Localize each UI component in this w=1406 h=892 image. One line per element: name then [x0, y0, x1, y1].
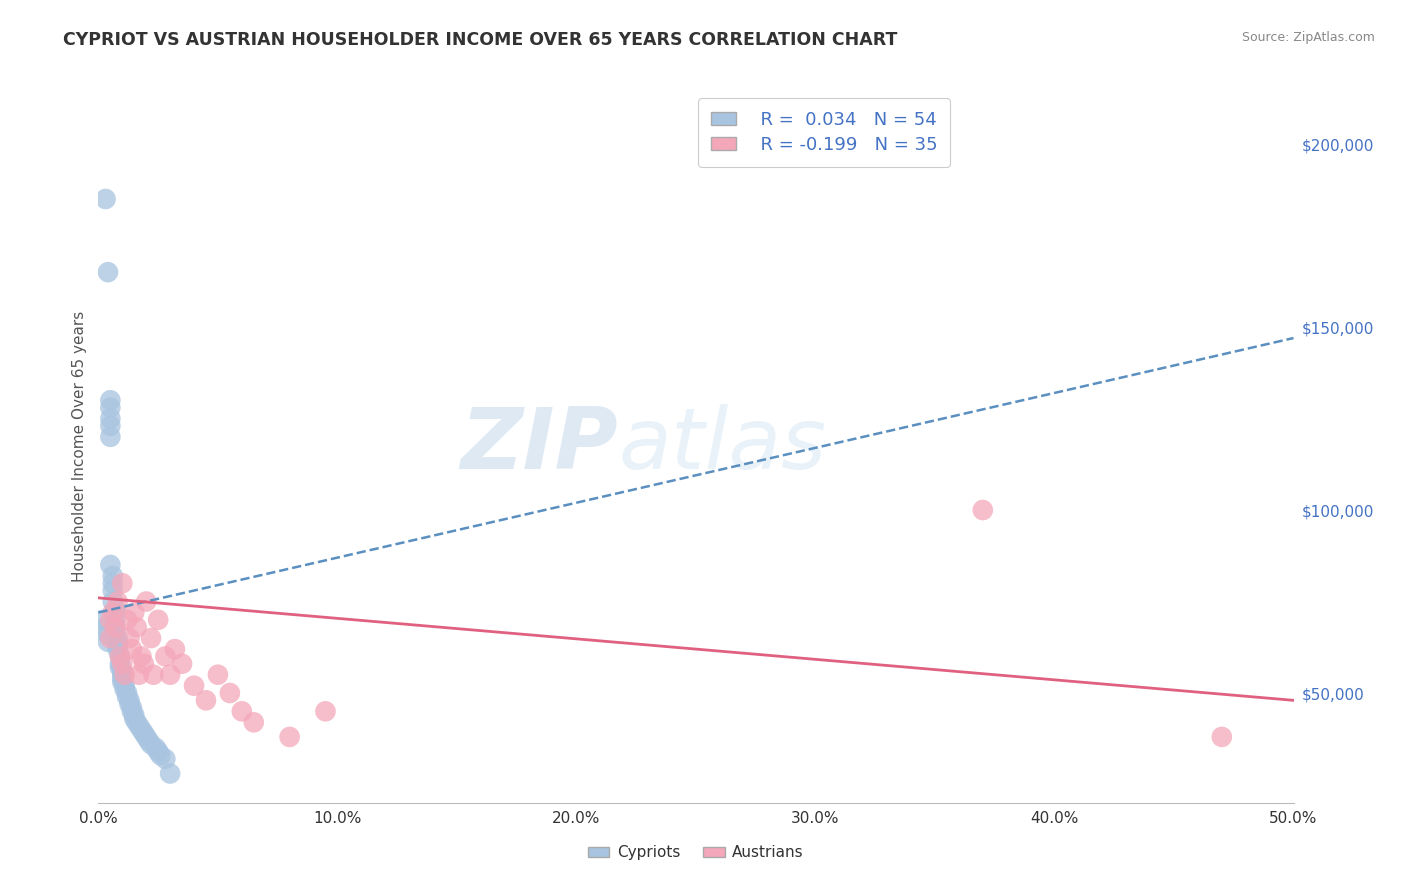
Y-axis label: Householder Income Over 65 years: Householder Income Over 65 years: [72, 310, 87, 582]
Point: [101, 606, 124, 620]
Point: [101, 569, 124, 583]
Point: [278, 730, 301, 744]
Point: [98, 393, 122, 408]
Point: [148, 745, 170, 759]
Point: [128, 719, 150, 733]
Point: [115, 613, 138, 627]
Point: [139, 737, 162, 751]
Point: [1211, 730, 1233, 744]
Point: [104, 606, 127, 620]
Point: [108, 649, 131, 664]
Point: [94, 192, 117, 206]
Point: [111, 675, 134, 690]
Point: [91, 613, 114, 627]
Point: [128, 667, 150, 681]
Point: [97, 627, 120, 641]
Point: [101, 583, 124, 598]
Text: CYPRIOT VS AUSTRIAN HOUSEHOLDER INCOME OVER 65 YEARS CORRELATION CHART: CYPRIOT VS AUSTRIAN HOUSEHOLDER INCOME O…: [63, 31, 897, 49]
Point: [149, 748, 172, 763]
Point: [114, 667, 136, 681]
Point: [111, 576, 134, 591]
Point: [138, 733, 160, 747]
Point: [108, 657, 131, 671]
Point: [111, 657, 134, 671]
Point: [98, 430, 122, 444]
Point: [148, 613, 170, 627]
Point: [98, 613, 122, 627]
Point: [135, 594, 157, 608]
Point: [98, 418, 122, 433]
Point: [139, 631, 162, 645]
Point: [972, 503, 994, 517]
Point: [115, 686, 138, 700]
Text: ZIP: ZIP: [461, 404, 619, 488]
Point: [104, 624, 127, 638]
Point: [118, 631, 141, 645]
Point: [118, 693, 141, 707]
Point: [104, 620, 127, 634]
Point: [195, 693, 218, 707]
Point: [125, 715, 148, 730]
Point: [142, 667, 165, 681]
Point: [121, 700, 143, 714]
Legend: Cypriots, Austrians: Cypriots, Austrians: [582, 839, 810, 866]
Point: [121, 704, 143, 718]
Point: [111, 667, 134, 681]
Point: [114, 679, 136, 693]
Point: [155, 752, 177, 766]
Point: [98, 401, 122, 415]
Point: [108, 649, 131, 664]
Point: [124, 708, 146, 723]
Point: [107, 594, 129, 608]
Point: [243, 715, 266, 730]
Point: [114, 682, 136, 697]
Point: [315, 704, 337, 718]
Point: [98, 631, 122, 645]
Point: [124, 712, 146, 726]
Point: [101, 594, 124, 608]
Point: [111, 664, 134, 678]
Point: [107, 642, 129, 657]
Point: [163, 642, 186, 657]
Point: [159, 667, 181, 681]
Point: [101, 576, 124, 591]
Point: [121, 642, 143, 657]
Point: [111, 672, 134, 686]
Point: [131, 649, 153, 664]
Text: atlas: atlas: [619, 404, 827, 488]
Text: Source: ZipAtlas.com: Source: ZipAtlas.com: [1241, 31, 1375, 45]
Point: [97, 634, 120, 648]
Point: [104, 620, 127, 634]
Point: [231, 704, 253, 718]
Point: [94, 620, 117, 634]
Point: [115, 690, 138, 704]
Point: [97, 265, 120, 279]
Point: [132, 657, 155, 671]
Point: [107, 639, 129, 653]
Point: [118, 697, 141, 711]
Point: [124, 606, 146, 620]
Point: [145, 740, 167, 755]
Point: [107, 634, 129, 648]
Point: [155, 649, 177, 664]
Point: [125, 620, 148, 634]
Point: [131, 723, 153, 737]
Point: [183, 679, 205, 693]
Point: [107, 631, 129, 645]
Point: [219, 686, 242, 700]
Point: [132, 726, 155, 740]
Point: [172, 657, 194, 671]
Point: [104, 602, 127, 616]
Point: [108, 660, 131, 674]
Point: [135, 730, 157, 744]
Point: [98, 558, 122, 572]
Point: [159, 766, 181, 780]
Point: [98, 411, 122, 425]
Point: [104, 613, 127, 627]
Point: [207, 667, 229, 681]
